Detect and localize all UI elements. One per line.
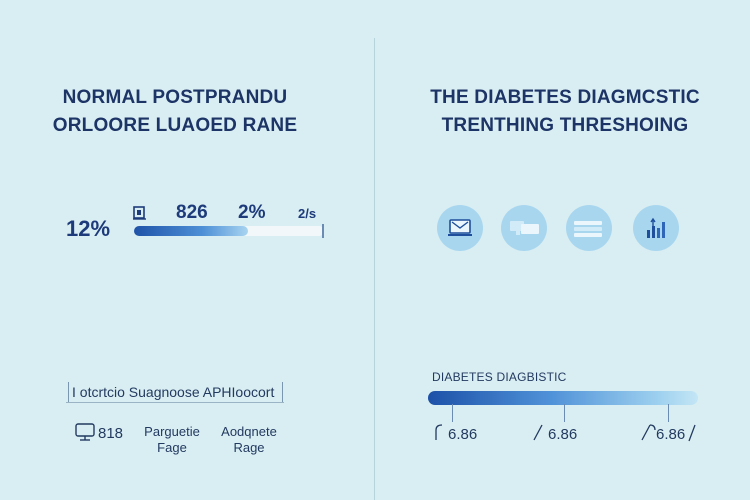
document-stack-icon-circle xyxy=(566,205,612,251)
scale-tick xyxy=(668,404,669,422)
left-panel-title: NORMAL POSTPRANDU ORLOORE LUAOED RANE xyxy=(40,84,310,140)
panel-divider xyxy=(374,38,375,500)
scale-tick xyxy=(452,404,453,422)
right-title-line2: TRENTHING THRESHOING xyxy=(441,115,689,136)
monitor-icon xyxy=(75,423,95,441)
item-3-line1: Aodqnete xyxy=(221,424,277,439)
legend-line xyxy=(66,402,284,403)
document-stack-icon xyxy=(574,221,602,237)
item-3-line2: Rage xyxy=(233,440,265,455)
scale-title: DIABETES DIAGBISTIC xyxy=(432,370,567,384)
laptop-icon-circle xyxy=(437,205,483,251)
devices-icon-circle xyxy=(501,205,547,251)
item-2-line1: Parguetie xyxy=(144,424,200,439)
legend-tick xyxy=(282,382,283,402)
bar-chart-icon-circle xyxy=(633,205,679,251)
laptop-icon xyxy=(448,219,472,236)
stat-2: 826 xyxy=(176,202,208,223)
document-icon xyxy=(133,206,146,220)
legend-tick xyxy=(68,382,69,402)
scale-value-1: 6.86 xyxy=(448,426,478,443)
item-1-label: 818 xyxy=(98,425,124,442)
range-bar xyxy=(134,226,324,236)
left-title-line1: NORMAL POSTPRANDU xyxy=(62,87,288,108)
gauge-marker-icon xyxy=(641,424,656,441)
right-title-line1: THE DIABETES DIAGMCSTIC xyxy=(430,87,700,108)
scale-tick xyxy=(564,404,565,422)
gauge-slash-icon xyxy=(688,424,696,442)
item-3-label: Aodqnete Rage xyxy=(214,424,284,456)
item-2-line2: Fage xyxy=(157,440,187,455)
gauge-marker-icon xyxy=(533,424,543,441)
bar-chart-icon xyxy=(647,217,665,238)
stat-main: 12% xyxy=(66,216,111,241)
gauge-marker-icon xyxy=(435,424,443,440)
stat-3: 2% xyxy=(238,202,266,223)
right-panel-title: THE DIABETES DIAGMCSTIC TRENTHING THRESH… xyxy=(400,84,730,140)
legend-text: I otcrtcio Suagnoose APHIoocort xyxy=(72,384,275,400)
stat-4: 2/s xyxy=(298,206,317,221)
scale-value-3: 6.86 xyxy=(656,426,686,443)
devices-icon xyxy=(510,221,539,235)
item-2-label: Parguetie Fage xyxy=(140,424,204,456)
range-bar-endcap xyxy=(322,224,324,238)
scale-value-2: 6.86 xyxy=(548,426,578,443)
diagnostic-scale-bar xyxy=(428,391,698,405)
range-bar-fill xyxy=(134,226,248,236)
left-title-line2: ORLOORE LUAOED RANE xyxy=(52,115,298,136)
